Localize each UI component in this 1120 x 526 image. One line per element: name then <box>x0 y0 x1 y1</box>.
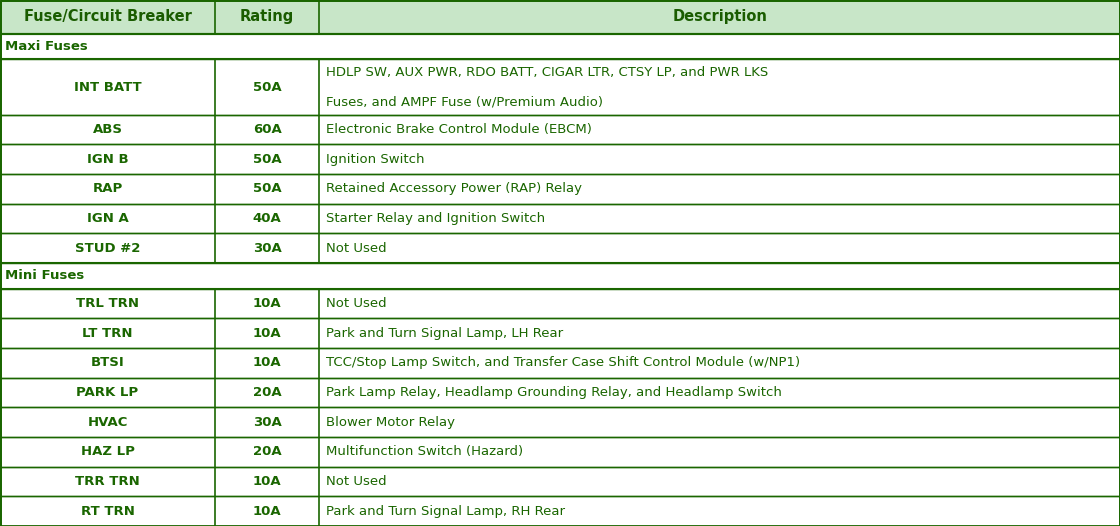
Bar <box>0 59 1120 115</box>
Text: 50A: 50A <box>253 153 281 166</box>
Text: Multifunction Switch (Hazard): Multifunction Switch (Hazard) <box>326 446 523 458</box>
Bar <box>0 204 1120 234</box>
Text: 30A: 30A <box>253 241 281 255</box>
Text: 20A: 20A <box>253 446 281 458</box>
Text: Park and Turn Signal Lamp, RH Rear: Park and Turn Signal Lamp, RH Rear <box>326 504 566 518</box>
Text: Ignition Switch: Ignition Switch <box>326 153 424 166</box>
Bar <box>0 378 1120 407</box>
Text: ABS: ABS <box>93 123 122 136</box>
Bar <box>0 0 1120 34</box>
Text: 10A: 10A <box>253 504 281 518</box>
Text: INT BATT: INT BATT <box>74 80 141 94</box>
Text: HAZ LP: HAZ LP <box>81 446 134 458</box>
Text: Not Used: Not Used <box>326 475 386 488</box>
Text: IGN A: IGN A <box>86 212 129 225</box>
Text: RT TRN: RT TRN <box>81 504 134 518</box>
Bar <box>0 263 1120 289</box>
Text: Maxi Fuses: Maxi Fuses <box>4 40 87 53</box>
Bar <box>0 407 1120 437</box>
Text: Fuses, and AMPF Fuse (w/Premium Audio): Fuses, and AMPF Fuse (w/Premium Audio) <box>326 95 604 108</box>
Text: Park and Turn Signal Lamp, LH Rear: Park and Turn Signal Lamp, LH Rear <box>326 327 563 340</box>
Text: Blower Motor Relay: Blower Motor Relay <box>326 416 455 429</box>
Bar <box>0 234 1120 263</box>
Bar <box>0 348 1120 378</box>
Text: 20A: 20A <box>253 386 281 399</box>
Text: Electronic Brake Control Module (EBCM): Electronic Brake Control Module (EBCM) <box>326 123 592 136</box>
Bar <box>0 174 1120 204</box>
Text: 10A: 10A <box>253 327 281 340</box>
Bar <box>0 289 1120 318</box>
Text: 10A: 10A <box>253 475 281 488</box>
Text: Fuse/Circuit Breaker: Fuse/Circuit Breaker <box>24 9 192 24</box>
Text: Description: Description <box>672 9 767 24</box>
Text: Retained Accessory Power (RAP) Relay: Retained Accessory Power (RAP) Relay <box>326 183 582 195</box>
Text: TCC/Stop Lamp Switch, and Transfer Case Shift Control Module (w/NP1): TCC/Stop Lamp Switch, and Transfer Case … <box>326 356 801 369</box>
Text: Not Used: Not Used <box>326 297 386 310</box>
Text: 60A: 60A <box>253 123 281 136</box>
Bar <box>0 467 1120 497</box>
Text: Park Lamp Relay, Headlamp Grounding Relay, and Headlamp Switch: Park Lamp Relay, Headlamp Grounding Rela… <box>326 386 782 399</box>
Text: Starter Relay and Ignition Switch: Starter Relay and Ignition Switch <box>326 212 545 225</box>
Text: 40A: 40A <box>253 212 281 225</box>
Bar <box>0 34 1120 59</box>
Text: 30A: 30A <box>253 416 281 429</box>
Bar <box>0 115 1120 144</box>
Bar <box>0 144 1120 174</box>
Text: TRR TRN: TRR TRN <box>75 475 140 488</box>
Text: BTSI: BTSI <box>91 356 124 369</box>
Text: IGN B: IGN B <box>86 153 129 166</box>
Text: Mini Fuses: Mini Fuses <box>4 269 84 282</box>
Text: 50A: 50A <box>253 80 281 94</box>
Bar <box>0 497 1120 526</box>
Text: HVAC: HVAC <box>87 416 128 429</box>
Text: RAP: RAP <box>92 183 123 195</box>
Text: LT TRN: LT TRN <box>82 327 133 340</box>
Text: PARK LP: PARK LP <box>76 386 139 399</box>
Text: 50A: 50A <box>253 183 281 195</box>
Text: 10A: 10A <box>253 297 281 310</box>
Text: 10A: 10A <box>253 356 281 369</box>
Text: STUD #2: STUD #2 <box>75 241 140 255</box>
Text: HDLP SW, AUX PWR, RDO BATT, CIGAR LTR, CTSY LP, and PWR LKS: HDLP SW, AUX PWR, RDO BATT, CIGAR LTR, C… <box>326 66 768 78</box>
Text: TRL TRN: TRL TRN <box>76 297 139 310</box>
Text: Not Used: Not Used <box>326 241 386 255</box>
Bar <box>0 437 1120 467</box>
Text: Rating: Rating <box>240 9 295 24</box>
Bar <box>0 318 1120 348</box>
